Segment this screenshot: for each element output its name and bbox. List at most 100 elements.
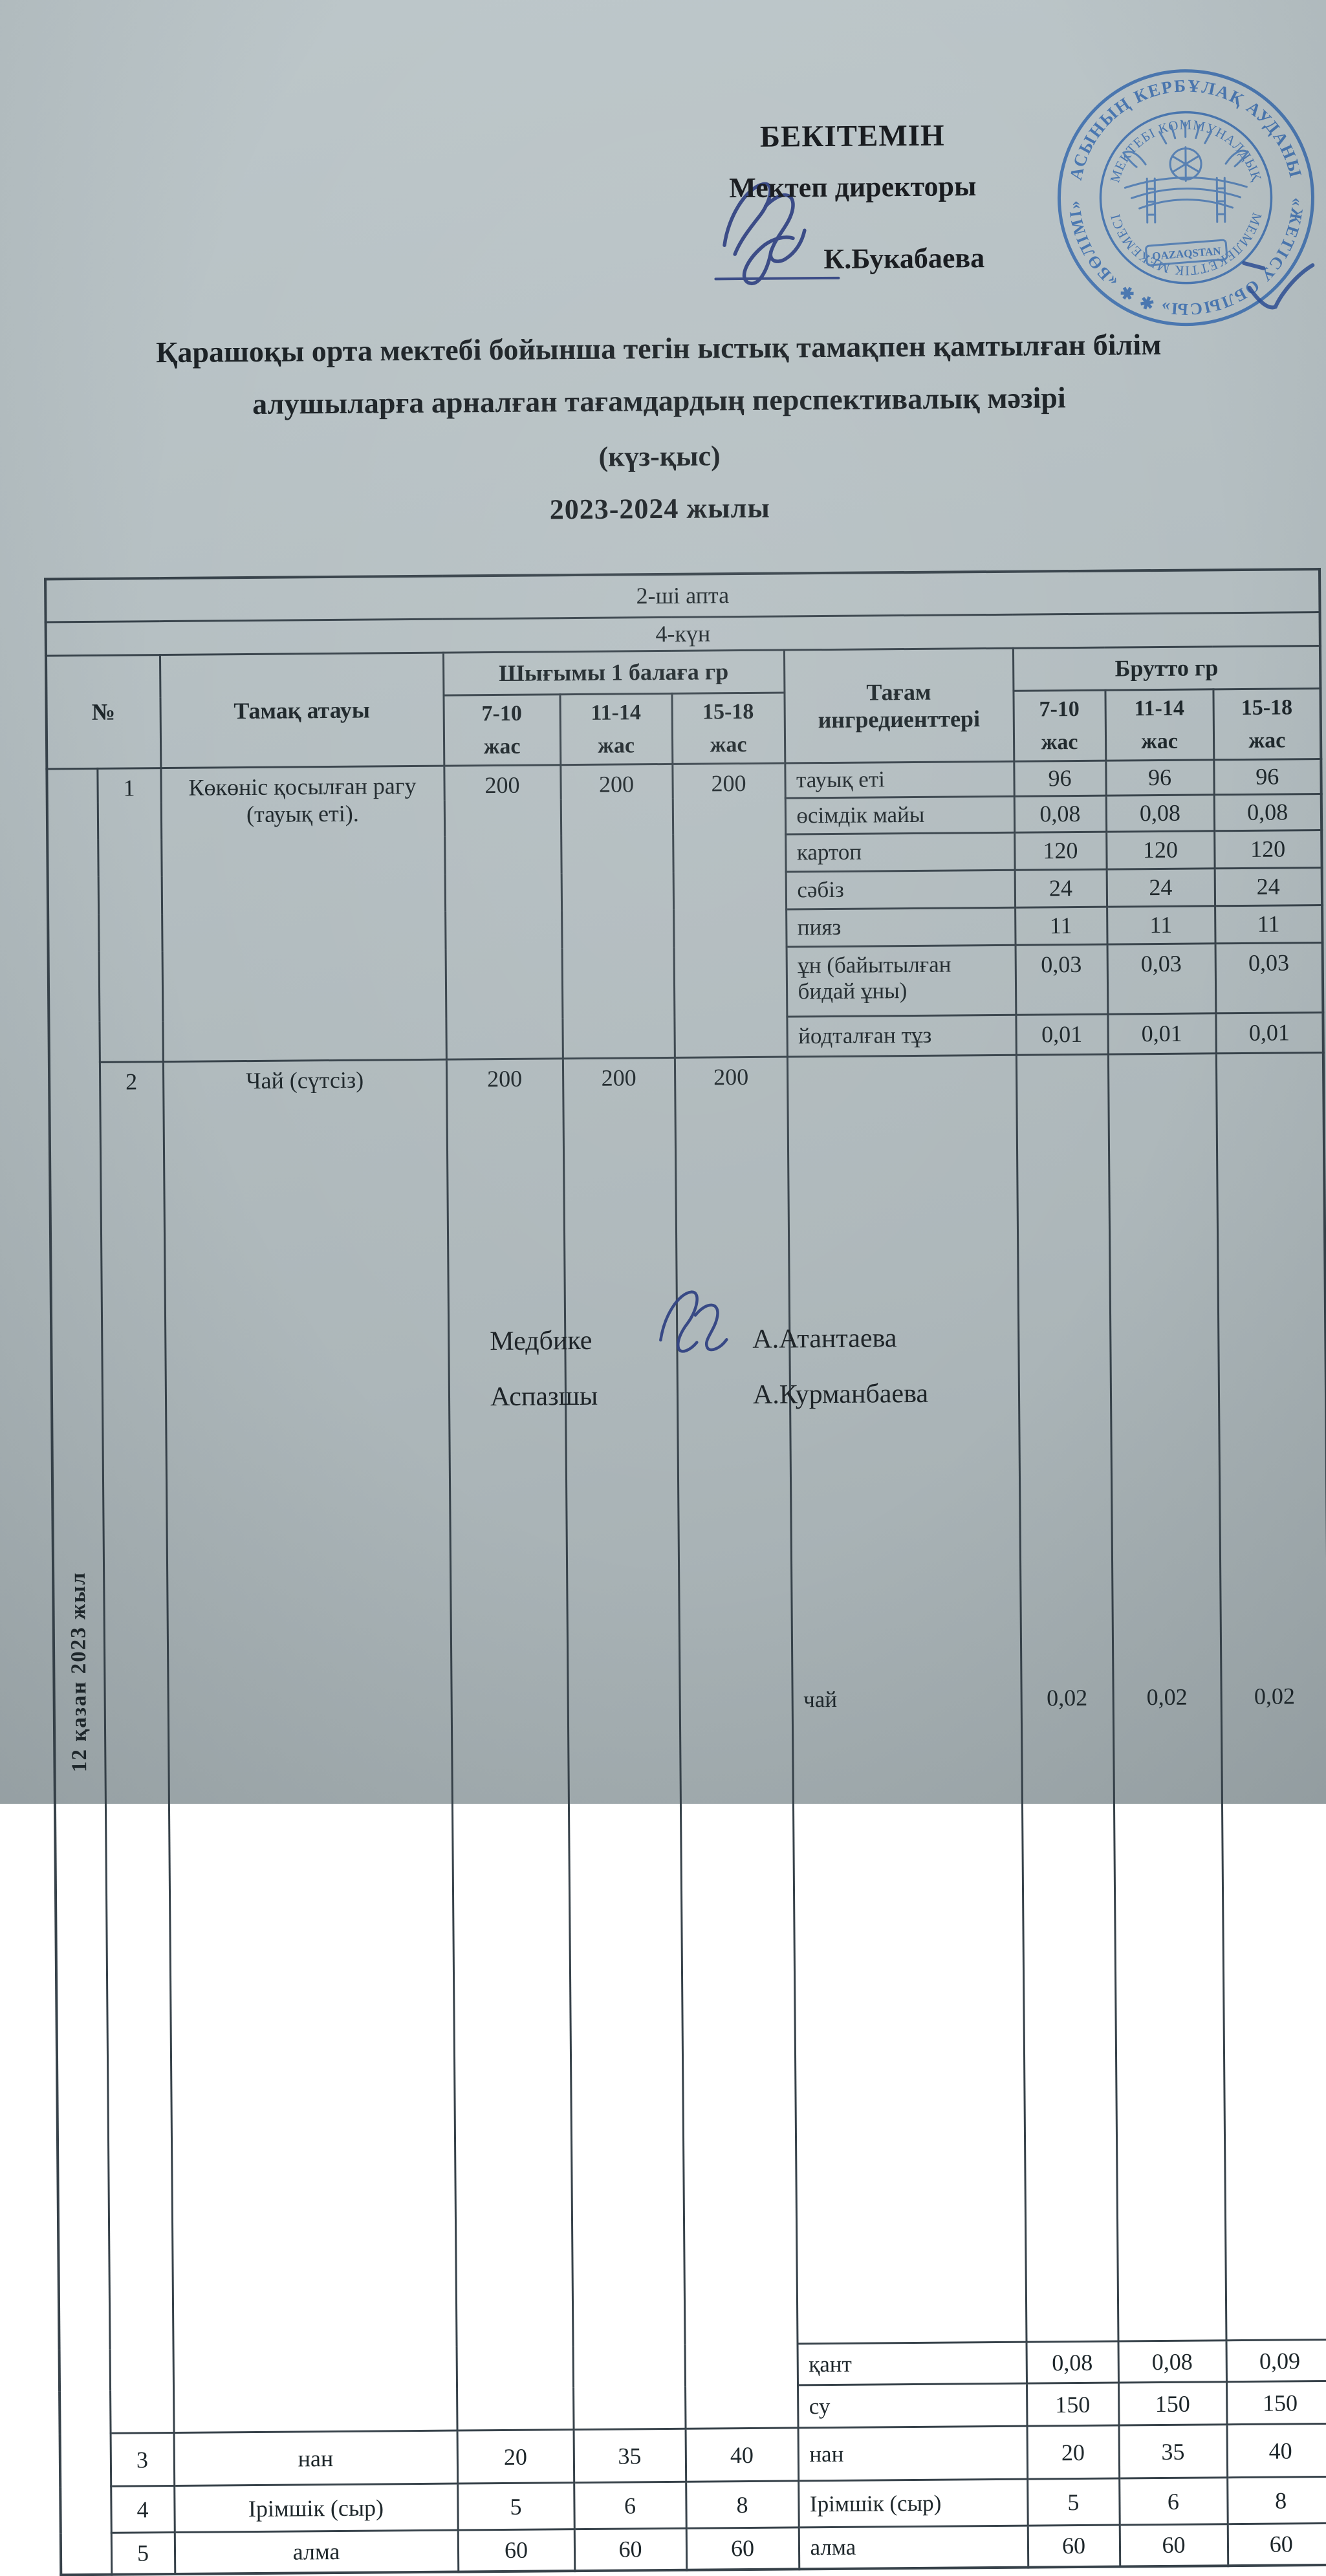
cell-brutto-c: 0,02 [1216,1052,1326,2341]
cell-ing-name: картоп [785,832,1014,872]
approve-label: БЕКІТЕМІН [717,118,988,155]
header-ingredients: Тағам ингредиенттері [784,648,1014,763]
cell-ing-name: йодталған тұз [787,1015,1016,1057]
nurse-signature [650,1283,735,1363]
cell-output-4-b: 6 [574,2482,686,2529]
cell-output-4-c: 8 [686,2481,799,2528]
title-line-1: Қарашоқы орта мектебі бойынша тегін ысты… [0,326,1321,371]
cell-ing-name: пияз [786,907,1015,947]
cell-ing-name: чай [787,1055,1027,2344]
cell-brutto-c: 8 [1227,2476,1326,2524]
cell-no-5: 5 [111,2533,175,2575]
cell-brutto-c: 24 [1215,867,1322,905]
cell-output-5-a: 60 [458,2529,574,2571]
header-output: Шығымы 1 балаға гр [443,650,785,695]
cell-ing-name: су [798,2383,1027,2428]
cell-brutto-b: 0,08 [1106,794,1214,831]
header-brutto: Брутто гр [1013,645,1321,691]
cell-brutto-a: 0,03 [1016,944,1108,1015]
cell-brutto-b: 0,03 [1107,943,1216,1013]
cell-brutto-c: 120 [1214,830,1321,868]
cell-brutto-b: 96 [1105,759,1213,795]
footer-signatures: Медбике А.Атантаева Аспазшы А.Курманбаев… [490,1319,928,1412]
header-output-age-11-14: 11-14 жас [560,693,672,764]
cell-brutto-c: 11 [1215,905,1322,943]
cell-brutto-a: 0,02 [1016,1054,1118,2343]
cell-brutto-b: 0,08 [1118,2341,1226,2383]
cell-brutto-c: 0,09 [1226,2339,1326,2381]
cell-output-5-b: 60 [574,2528,686,2570]
cell-brutto-a: 60 [1028,2525,1120,2567]
title-line-2: алушыларға арналған тағамдардың перспект… [0,378,1322,423]
cell-ing-name: тауық еті [785,761,1014,798]
cook-signature-space [631,1395,753,1396]
cell-brutto-a: 0,08 [1027,2341,1118,2383]
nurse-signature-wrap [631,1320,752,1359]
cell-output-3-a: 20 [457,2430,574,2484]
cell-brutto-b: 35 [1119,2425,1228,2478]
cell-brutto-a: 120 [1014,832,1106,870]
cell-output-4-a: 5 [457,2483,574,2530]
cell-brutto-c: 0,03 [1215,942,1323,1013]
cook-label: Аспазшы [490,1380,631,1412]
header-output-age-15-18: 15-18 жас [671,693,785,764]
cell-brutto-b: 11 [1107,905,1215,944]
cell-dish-1: Көкөніс қосылған рагу (тауық еті). [160,766,446,1061]
cell-ing-name: сәбіз [786,870,1015,909]
cell-brutto-c: 96 [1213,759,1321,794]
cell-no-3: 3 [111,2433,175,2487]
cell-brutto-b: 0,02 [1108,1053,1226,2341]
cell-brutto-a: 20 [1027,2425,1120,2479]
cell-brutto-a: 0,08 [1014,796,1106,832]
nurse-name: А.Атантаева [752,1323,928,1355]
cell-brutto-b: 60 [1120,2524,1228,2566]
title-line-4: 2023-2024 жылы [0,487,1323,530]
title-line-3: (күз-қыс) [0,435,1323,478]
cell-ing-name: ұн (байытылған бидай ұны) [787,945,1016,1017]
menu-table: 2-ші апта 4-күн № Тамақ атауы Шығымы 1 б… [44,568,1326,2576]
cell-output-2-b: 200 [563,1057,686,2430]
document-sheet: АСЫНЫҢ КЕРБҰЛАҚ АУДАНЫ «ЖЕТІСУ ОБЛЫСЫ» ✱… [0,0,1326,1809]
cell-output-3-c: 40 [686,2428,799,2482]
cell-brutto-c: 0,08 [1214,794,1321,830]
cell-brutto-b: 150 [1118,2382,1227,2425]
cell-ing-name: өсімдік майы [785,796,1014,834]
cell-brutto-c: 0,01 [1215,1012,1323,1053]
cell-brutto-b: 120 [1106,830,1214,869]
cell-brutto-c: 40 [1227,2423,1326,2477]
cell-output-2-a: 200 [446,1058,574,2430]
approval-block: БЕКІТЕМІН Мектеп директоры К.Букабаева [717,118,989,276]
cook-name: А.Курманбаева [753,1378,928,1411]
director-label: Мектеп директоры [717,169,988,204]
cell-ing-name: алма [799,2526,1028,2569]
cell-output-1-a: 200 [444,764,563,1059]
cell-dish-5: алма [175,2530,458,2573]
cell-no-4: 4 [111,2486,175,2533]
header-no: № [46,655,160,768]
cell-brutto-c: 150 [1226,2381,1326,2424]
table-row: 2 Чай (сүтсіз) 200 200 200 чай 0,02 0,02… [49,1052,1326,2350]
cell-brutto-a: 24 [1015,869,1107,907]
cell-output-3-b: 35 [574,2429,686,2482]
cell-output-1-b: 200 [560,764,675,1058]
cell-brutto-a: 150 [1027,2383,1119,2426]
ink-mark [1240,252,1321,325]
header-brutto-age-7-10: 7-10 жас [1013,690,1105,761]
cell-no-2: 2 [100,1061,174,2433]
director-name: К.Букабаева [718,241,988,276]
cell-dish-3: нан [174,2430,458,2485]
cell-brutto-b: 24 [1107,868,1215,906]
cell-brutto-b: 6 [1119,2478,1228,2525]
cell-output-1-c: 200 [672,763,787,1057]
cell-brutto-b: 0,01 [1107,1013,1215,1054]
cell-brutto-a: 11 [1015,907,1107,945]
cell-ing-name: Ірімшік (сыр) [798,2479,1028,2527]
cell-brutto-a: 5 [1027,2478,1120,2526]
cell-brutto-a: 96 [1014,761,1105,796]
nurse-label: Медбике [490,1325,631,1357]
header-dish: Тамақ атауы [160,653,444,768]
cell-no-1: 1 [97,768,163,1062]
cell-dish-4: Ірімшік (сыр) [174,2484,458,2532]
cell-dish-2: Чай (сүтсіз) [163,1059,457,2433]
document-title: Қарашоқы орта мектебі бойынша тегін ысты… [0,326,1323,530]
